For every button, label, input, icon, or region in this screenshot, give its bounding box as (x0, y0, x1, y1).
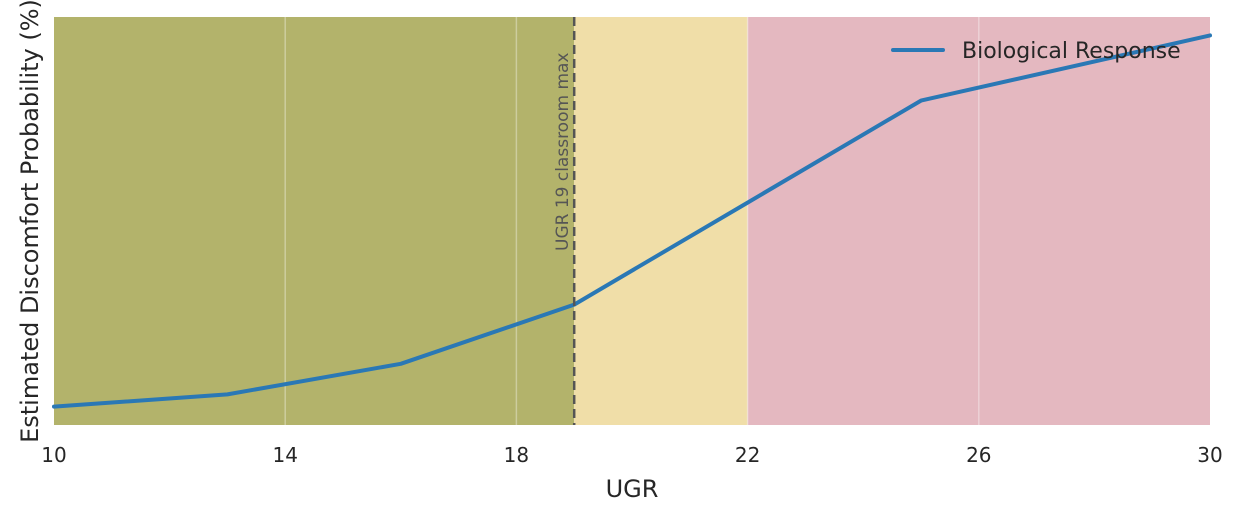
x-tick-label-18: 18 (504, 443, 529, 467)
reference-line-label: UGR 19 classroom max (553, 53, 573, 252)
zone-band-2 (747, 17, 1210, 425)
x-tick-label-26: 26 (966, 443, 991, 467)
legend: Biological Response (891, 39, 1181, 64)
legend-label-biological-response: Biological Response (962, 39, 1181, 64)
zone-band-1 (574, 17, 748, 425)
x-tick-label-30: 30 (1197, 443, 1222, 467)
grid (284, 17, 980, 425)
x-tick-label-14: 14 (272, 443, 297, 467)
zone-band-0 (54, 17, 575, 425)
x-axis-title: UGR (606, 475, 659, 503)
comfort-zones (54, 17, 1210, 425)
reference-line-group: UGR 19 classroom max (553, 17, 576, 425)
x-tick-label-22: 22 (735, 443, 760, 467)
y-axis-title: Estimated Discomfort Probability (%) (16, 0, 44, 443)
x-tick-label-10: 10 (41, 443, 66, 467)
x-tick-labels: 10 14 18 22 26 30 (41, 443, 1222, 467)
